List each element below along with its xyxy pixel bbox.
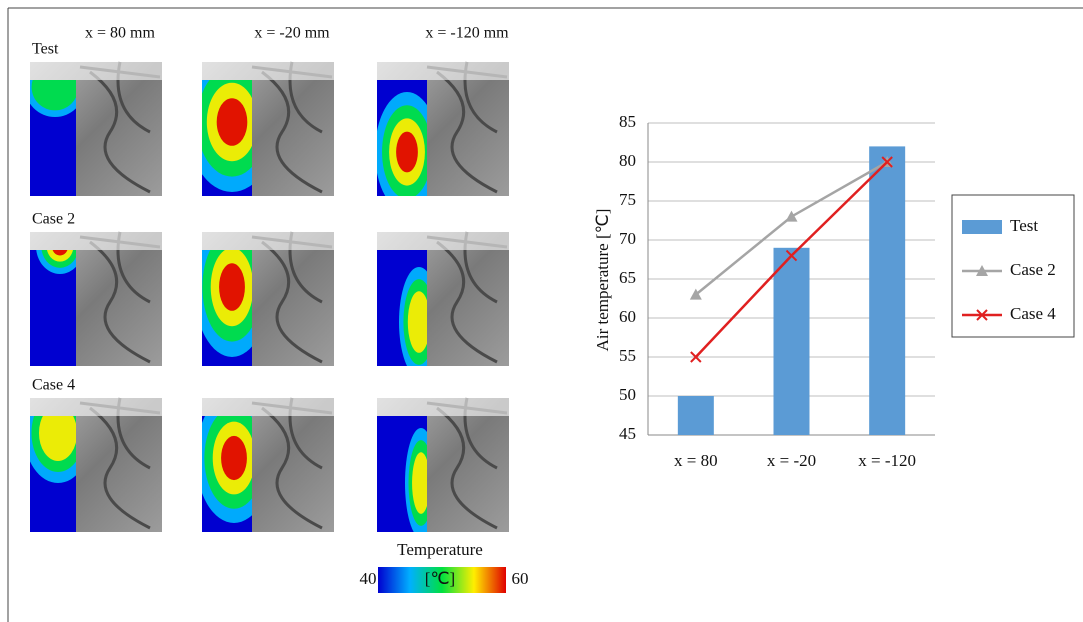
legend-box [951, 194, 1075, 338]
marker [976, 309, 988, 321]
marker [785, 249, 798, 262]
x-tick-label: x = 80 [674, 451, 718, 470]
background-white [30, 232, 162, 250]
colorbar-unit: [℃] [425, 569, 455, 588]
heat-contour [219, 263, 245, 311]
column-label: x = -120 mm [425, 25, 509, 42]
y-tick-label: 80 [619, 151, 636, 170]
heat-map [202, 250, 252, 366]
chart: 45 50 55 60 65 70 75 80 85 x = 80 x = -20 x = -120 T… [619, 112, 1075, 470]
background-white [202, 398, 334, 416]
y-tick-label: 55 [619, 346, 636, 365]
background-white [377, 232, 509, 250]
row-label: Case 4 [32, 377, 75, 394]
bar [869, 146, 906, 435]
marker [976, 265, 988, 276]
heat-contour [38, 416, 76, 461]
y-tick-label: 75 [619, 190, 636, 209]
marker [785, 210, 798, 222]
x-tick-label: x = -120 [858, 451, 916, 470]
y-tick-label: 50 [619, 385, 636, 404]
legend-label: Case 4 [1010, 304, 1056, 323]
heat-map [30, 416, 76, 532]
marker [881, 156, 893, 168]
y-tick-label: 70 [619, 229, 636, 248]
heat-contour [412, 452, 427, 514]
x-tick-label: x = -20 [767, 451, 816, 470]
colorbar [378, 567, 506, 593]
background-white [30, 62, 162, 80]
bar [677, 396, 714, 435]
row-label: Case 2 [32, 211, 75, 228]
legend-label: Test [1010, 216, 1038, 235]
heat-map [30, 250, 76, 366]
heat-map [202, 416, 252, 532]
heat-map [377, 250, 427, 366]
column-label: x = -20 mm [254, 25, 330, 42]
heat-map [202, 80, 252, 196]
heat-contour [216, 98, 248, 146]
heat-contour [221, 435, 247, 481]
legend-swatch [962, 220, 1002, 234]
background-white [202, 232, 334, 250]
y-tick-label: 60 [619, 307, 636, 326]
y-axis-label: Air temperature [℃] [593, 209, 612, 352]
legend-label: Case 2 [1010, 260, 1056, 279]
heat-map [377, 416, 427, 532]
heat-contour [52, 250, 68, 256]
column-label: x = 80 mm [85, 25, 155, 42]
marker [690, 351, 702, 363]
background-white [377, 62, 509, 80]
heat-map [30, 80, 76, 196]
background-white [377, 398, 509, 416]
y-tick-label: 85 [619, 112, 636, 131]
marker [689, 288, 702, 300]
heat-contour [31, 80, 76, 111]
heat-map [377, 80, 427, 196]
y-tick-label: 45 [619, 424, 636, 443]
colorbar-min: 40 [360, 569, 377, 588]
row-label: Test [32, 41, 59, 58]
background-white [202, 62, 334, 80]
background-white [30, 398, 162, 416]
heat-contour [407, 291, 427, 353]
bar [773, 247, 810, 435]
y-tick-label: 65 [619, 268, 636, 287]
images: Test x = 80 mm x = -20 mm x = -120 mm Case 2… [30, 25, 509, 532]
colorbar-title: Temperature [397, 540, 483, 559]
colorbar-max: 60 [512, 569, 529, 588]
heat-contour [47, 250, 73, 262]
heat-contour [396, 131, 418, 173]
